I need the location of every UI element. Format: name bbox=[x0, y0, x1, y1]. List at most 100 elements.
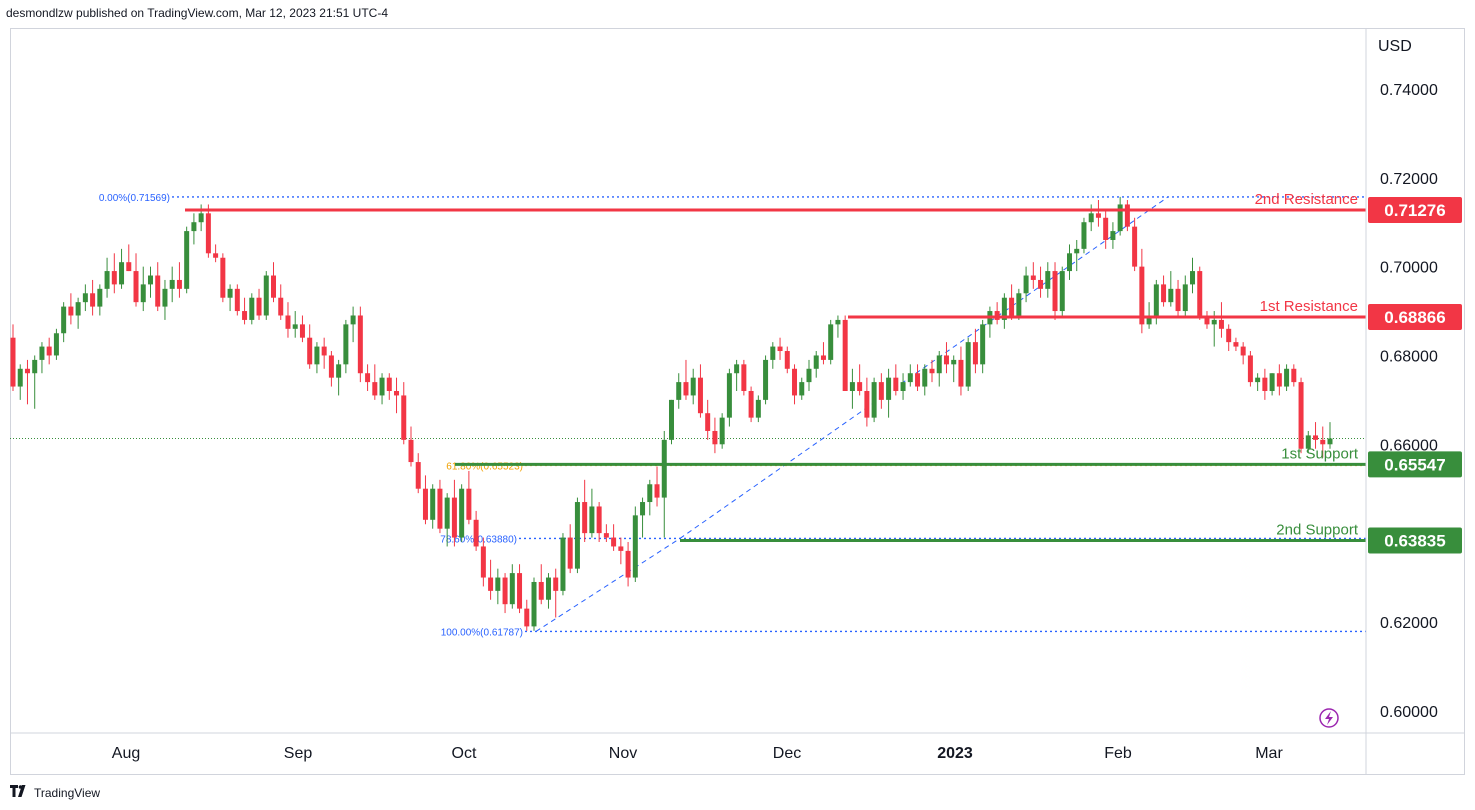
candle-body bbox=[1117, 204, 1123, 232]
candle-body bbox=[24, 368, 30, 374]
candle-body bbox=[792, 368, 798, 396]
candle-body bbox=[1204, 315, 1210, 325]
level-price-tag bbox=[1368, 303, 1462, 330]
level-name-label: 1st Resistance bbox=[1260, 298, 1358, 315]
candle-body bbox=[292, 324, 298, 329]
support-resistance-levels[interactable]: 2nd Resistance 0.71276 1st Resistance 0.688… bbox=[185, 191, 1462, 554]
fib-trendline[interactable] bbox=[535, 538, 681, 632]
candle-body bbox=[90, 293, 96, 307]
candle-body bbox=[755, 399, 761, 418]
candle-body bbox=[1059, 271, 1065, 312]
candle-body bbox=[488, 577, 494, 591]
candle-body bbox=[1088, 213, 1094, 223]
candle-body bbox=[126, 262, 132, 272]
candle-body bbox=[531, 581, 537, 627]
candle-body bbox=[1284, 368, 1290, 387]
candle-body bbox=[53, 333, 59, 356]
candle-series bbox=[10, 196, 1333, 631]
candle-body bbox=[1153, 284, 1159, 316]
tradingview-logo-icon bbox=[10, 785, 30, 800]
fib-trendline[interactable] bbox=[679, 196, 1169, 539]
candle-body bbox=[408, 439, 414, 463]
candle-body bbox=[336, 364, 342, 378]
level-price-label: 0.63835 bbox=[1384, 531, 1445, 550]
level-price-label: 0.71276 bbox=[1384, 201, 1445, 220]
candle-body bbox=[828, 324, 834, 360]
candle-body bbox=[770, 346, 776, 360]
candle-body bbox=[1074, 248, 1080, 254]
candle-body bbox=[936, 355, 942, 374]
candle-body bbox=[1305, 435, 1311, 449]
candle-body bbox=[603, 533, 609, 538]
candle-body bbox=[1313, 435, 1319, 440]
candle-body bbox=[1016, 293, 1022, 316]
candle-body bbox=[1038, 279, 1044, 289]
candle-body bbox=[690, 377, 696, 396]
candle-body bbox=[1081, 222, 1087, 249]
x-tick-label: Nov bbox=[609, 745, 637, 762]
candle-body bbox=[799, 382, 805, 396]
x-tick-label: Mar bbox=[1255, 745, 1283, 762]
candle-body bbox=[893, 377, 899, 391]
candle-body bbox=[394, 390, 400, 396]
candle-body bbox=[1226, 328, 1232, 343]
candle-body bbox=[784, 351, 790, 369]
fib-level-label: 0.00%(0.71569) bbox=[99, 193, 170, 204]
x-tick-label: Aug bbox=[112, 745, 140, 762]
candle-body bbox=[191, 222, 197, 232]
brand-name: TradingView bbox=[34, 785, 101, 800]
candle-body bbox=[415, 462, 421, 489]
candle-body bbox=[943, 355, 949, 365]
candle-body bbox=[835, 319, 841, 325]
candle-body bbox=[314, 346, 320, 365]
candle-body bbox=[640, 502, 646, 516]
lightning-icon[interactable] bbox=[1319, 708, 1339, 728]
level-name-label: 2nd Resistance bbox=[1255, 191, 1358, 208]
candle-body bbox=[553, 577, 559, 591]
candle-body bbox=[1052, 271, 1058, 312]
candle-body bbox=[1103, 217, 1109, 240]
candle-body bbox=[1276, 373, 1282, 387]
candle-body bbox=[321, 346, 327, 356]
fib-level-label: 100.00%(0.61787) bbox=[441, 627, 523, 638]
candle-body bbox=[1218, 319, 1224, 329]
candle-body bbox=[184, 231, 190, 289]
candle-body bbox=[1095, 213, 1101, 218]
candle-body bbox=[10, 337, 16, 387]
candle-body bbox=[271, 275, 277, 298]
candle-body bbox=[234, 288, 240, 312]
chart-frame bbox=[10, 28, 1465, 775]
level-price-tag bbox=[1368, 527, 1462, 554]
candle-body bbox=[32, 359, 38, 374]
candle-body bbox=[17, 368, 23, 387]
candle-body bbox=[958, 359, 964, 387]
y-tick-label: 0.72000 bbox=[1380, 171, 1438, 188]
candle-body bbox=[1262, 377, 1268, 391]
candle-body bbox=[524, 608, 530, 627]
candle-body bbox=[618, 546, 624, 551]
candle-body bbox=[155, 275, 161, 307]
y-tick-label: 0.66000 bbox=[1380, 437, 1438, 454]
level-price-label: 0.65547 bbox=[1384, 455, 1445, 474]
candle-body bbox=[1110, 231, 1116, 240]
candle-body bbox=[1132, 226, 1138, 267]
candle-body bbox=[422, 488, 428, 520]
candle-body bbox=[213, 253, 219, 258]
candle-body bbox=[972, 342, 978, 365]
y-tick-label: 0.70000 bbox=[1380, 260, 1438, 277]
candle-body bbox=[842, 319, 848, 391]
candle-body bbox=[741, 364, 747, 391]
candle-body bbox=[1240, 346, 1246, 356]
candle-body bbox=[140, 284, 146, 303]
y-tick-label: 0.60000 bbox=[1380, 704, 1438, 721]
candle-body bbox=[459, 488, 465, 538]
candle-body bbox=[734, 364, 740, 374]
candle-body bbox=[632, 515, 638, 578]
y-tick-label: 0.74000 bbox=[1380, 82, 1438, 99]
fibonacci-retracement[interactable]: 0.00%(0.71569) 61.80%(0.65523) 78.60%(0.63… bbox=[99, 193, 1366, 638]
candle-body bbox=[726, 373, 732, 418]
candle-body bbox=[994, 311, 1000, 320]
candle-body bbox=[430, 488, 436, 520]
candle-body bbox=[263, 275, 269, 316]
